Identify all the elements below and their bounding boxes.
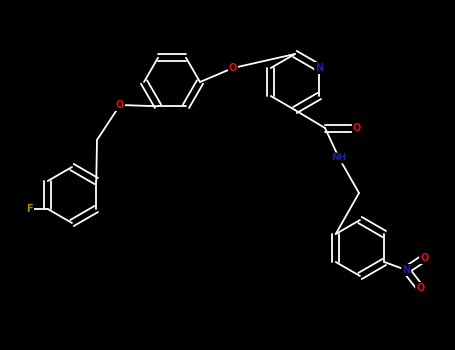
Text: N: N bbox=[402, 265, 410, 275]
Text: O: O bbox=[416, 283, 425, 293]
Text: O: O bbox=[353, 123, 361, 133]
Text: N: N bbox=[315, 63, 324, 73]
Text: O: O bbox=[420, 253, 428, 263]
Text: O: O bbox=[229, 63, 237, 73]
Text: NH: NH bbox=[331, 154, 347, 162]
Text: F: F bbox=[26, 204, 33, 214]
Text: O: O bbox=[116, 100, 124, 110]
